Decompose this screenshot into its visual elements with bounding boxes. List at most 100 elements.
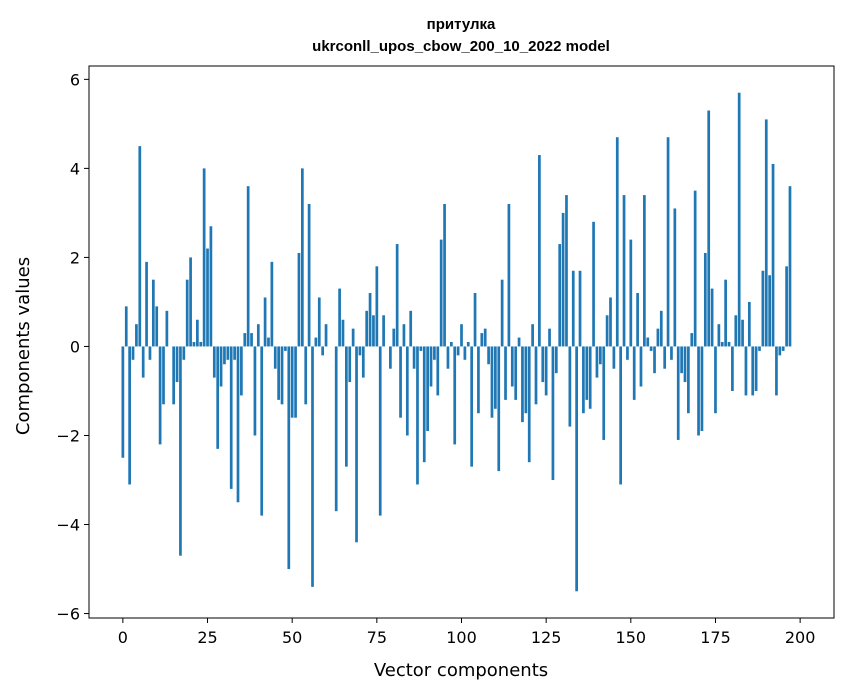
bar bbox=[656, 328, 660, 347]
bar bbox=[714, 346, 717, 414]
bar bbox=[311, 346, 314, 587]
x-tick-label: 125 bbox=[531, 628, 562, 647]
y-tick-label: 2 bbox=[70, 248, 80, 267]
bar bbox=[500, 279, 504, 347]
bar bbox=[382, 315, 385, 347]
bar bbox=[561, 212, 565, 347]
bar bbox=[402, 324, 406, 347]
bar bbox=[290, 346, 294, 418]
bar bbox=[649, 346, 653, 351]
bar bbox=[416, 346, 419, 485]
y-tick-label: 0 bbox=[70, 337, 80, 356]
bar bbox=[727, 342, 731, 347]
bar bbox=[497, 346, 501, 472]
bar bbox=[226, 346, 230, 360]
bar bbox=[128, 346, 131, 485]
bar bbox=[693, 190, 697, 347]
bar bbox=[609, 297, 612, 347]
bar bbox=[720, 342, 724, 347]
bar bbox=[636, 293, 639, 347]
bar bbox=[619, 346, 623, 485]
bar bbox=[683, 346, 687, 383]
bar bbox=[409, 310, 413, 347]
bar bbox=[527, 346, 531, 463]
bar bbox=[483, 328, 487, 347]
bar bbox=[240, 346, 243, 396]
bar bbox=[717, 324, 721, 347]
bar bbox=[680, 346, 683, 374]
bar bbox=[510, 346, 514, 387]
bar bbox=[646, 337, 650, 347]
bar bbox=[466, 342, 470, 347]
bar bbox=[588, 346, 592, 409]
bar bbox=[598, 346, 602, 365]
bar bbox=[202, 168, 206, 347]
bar bbox=[673, 208, 677, 347]
bar bbox=[351, 328, 355, 347]
bar bbox=[236, 346, 240, 503]
bar bbox=[670, 346, 673, 360]
bar bbox=[632, 346, 636, 400]
bar bbox=[141, 346, 145, 378]
bar bbox=[453, 346, 457, 445]
bar bbox=[707, 110, 711, 347]
bar bbox=[521, 346, 524, 423]
bar bbox=[758, 346, 761, 351]
bar bbox=[605, 315, 609, 347]
bar bbox=[622, 195, 626, 347]
bar bbox=[294, 346, 297, 418]
bar bbox=[368, 293, 372, 347]
bar bbox=[470, 346, 474, 467]
bar bbox=[304, 346, 308, 405]
bar bbox=[724, 279, 727, 347]
bar bbox=[162, 346, 165, 405]
y-tick-label: −2 bbox=[56, 426, 80, 445]
bar bbox=[229, 346, 233, 489]
bar bbox=[365, 310, 369, 347]
x-tick-label: 175 bbox=[700, 628, 731, 647]
bar bbox=[145, 261, 148, 347]
bar bbox=[199, 342, 203, 347]
bar bbox=[595, 346, 599, 378]
bar bbox=[189, 257, 192, 347]
bar bbox=[449, 342, 453, 347]
bar bbox=[744, 346, 748, 396]
bar bbox=[280, 346, 284, 405]
bar bbox=[223, 346, 226, 365]
bar bbox=[399, 346, 402, 418]
bar bbox=[405, 346, 409, 436]
bar bbox=[456, 346, 460, 356]
y-tick-label: −4 bbox=[56, 516, 80, 535]
y-tick-label: 4 bbox=[70, 159, 80, 178]
bar bbox=[700, 346, 704, 432]
bar bbox=[676, 346, 680, 440]
bar bbox=[250, 333, 253, 347]
bar bbox=[179, 346, 182, 556]
bar bbox=[785, 266, 788, 347]
bar bbox=[138, 146, 142, 347]
bar bbox=[155, 306, 159, 347]
bar bbox=[263, 297, 267, 347]
x-tick-label: 200 bbox=[785, 628, 816, 647]
plot-area-frame bbox=[88, 65, 835, 619]
bar bbox=[314, 337, 318, 347]
bar bbox=[687, 346, 690, 414]
bar bbox=[551, 346, 555, 480]
bar bbox=[277, 346, 280, 400]
bar bbox=[338, 288, 341, 347]
bar bbox=[615, 137, 619, 347]
x-tick-label: 50 bbox=[282, 628, 302, 647]
bar bbox=[666, 137, 670, 347]
bar bbox=[246, 186, 250, 347]
bar bbox=[124, 306, 128, 347]
bar bbox=[426, 346, 429, 432]
bar bbox=[392, 328, 396, 347]
bar bbox=[395, 244, 399, 347]
y-tick-label: 6 bbox=[70, 70, 80, 89]
bar bbox=[284, 346, 287, 351]
bar bbox=[361, 346, 365, 378]
bar bbox=[165, 310, 169, 347]
bar bbox=[212, 346, 216, 378]
bar bbox=[639, 346, 643, 387]
chart-title: притулка bbox=[427, 16, 496, 33]
